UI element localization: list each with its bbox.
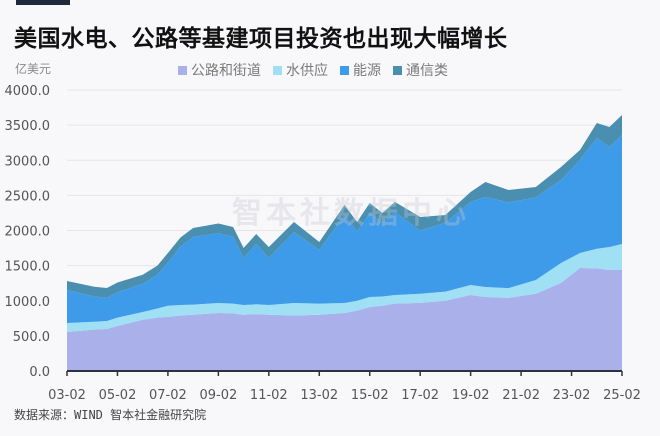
- x-tick-label: 15-02: [351, 388, 389, 403]
- y-tick-label: 1500.0: [5, 260, 51, 275]
- x-tick-label: 09-02: [199, 388, 237, 403]
- area-series-0: [67, 268, 622, 371]
- y-tick-label: 3000.0: [5, 154, 51, 169]
- legend-swatch-icon: [178, 65, 187, 75]
- y-tick-label: 3500.0: [5, 119, 51, 134]
- legend-label: 通信类: [406, 63, 448, 79]
- x-tick-label: 17-02: [401, 388, 439, 403]
- legend: 公路和街道 水供应 能源 通信类: [178, 60, 448, 80]
- y-tick-label: 2000.0: [5, 225, 51, 240]
- y-tick-label: 500.0: [13, 330, 50, 345]
- legend-swatch-icon: [273, 65, 282, 75]
- y-tick-label: 0.0: [29, 365, 50, 380]
- legend-item-energy: 能源: [340, 60, 381, 80]
- legend-label: 能源: [353, 63, 381, 79]
- data-source-note: 数据来源：WIND 智本社金融研究院: [14, 408, 207, 422]
- y-tick-label: 4000.0: [5, 84, 51, 99]
- legend-swatch-icon: [393, 65, 402, 75]
- x-tick-label: 25-02: [603, 388, 641, 403]
- x-tick-label: 13-02: [300, 388, 338, 403]
- x-tick-label: 11-02: [250, 388, 288, 403]
- area-series-1: [67, 244, 622, 332]
- area-series-3: [67, 115, 622, 298]
- legend-item-communications: 通信类: [393, 60, 448, 80]
- x-tick-label: 23-02: [553, 388, 591, 403]
- x-tick-label: 07-02: [149, 388, 187, 403]
- title-accent-bar: [16, 0, 70, 5]
- chart-title: 美国水电、公路等基建项目投资也出现大幅增长: [14, 26, 508, 52]
- legend-label: 公路和街道: [191, 63, 261, 79]
- legend-item-roads: 公路和街道: [178, 60, 261, 80]
- x-tick-label: 21-02: [502, 388, 540, 403]
- legend-label: 水供应: [286, 63, 328, 79]
- legend-swatch-icon: [340, 65, 349, 75]
- x-tick-label: 05-02: [99, 388, 137, 403]
- x-tick-label: 19-02: [452, 388, 490, 403]
- area-series-2: [67, 135, 622, 323]
- x-tick-label: 03-02: [48, 388, 86, 403]
- y-tick-label: 2500.0: [5, 189, 51, 204]
- y-tick-label: 1000.0: [5, 295, 51, 310]
- legend-item-water: 水供应: [273, 60, 328, 80]
- y-axis-unit-label: 亿美元: [15, 62, 52, 76]
